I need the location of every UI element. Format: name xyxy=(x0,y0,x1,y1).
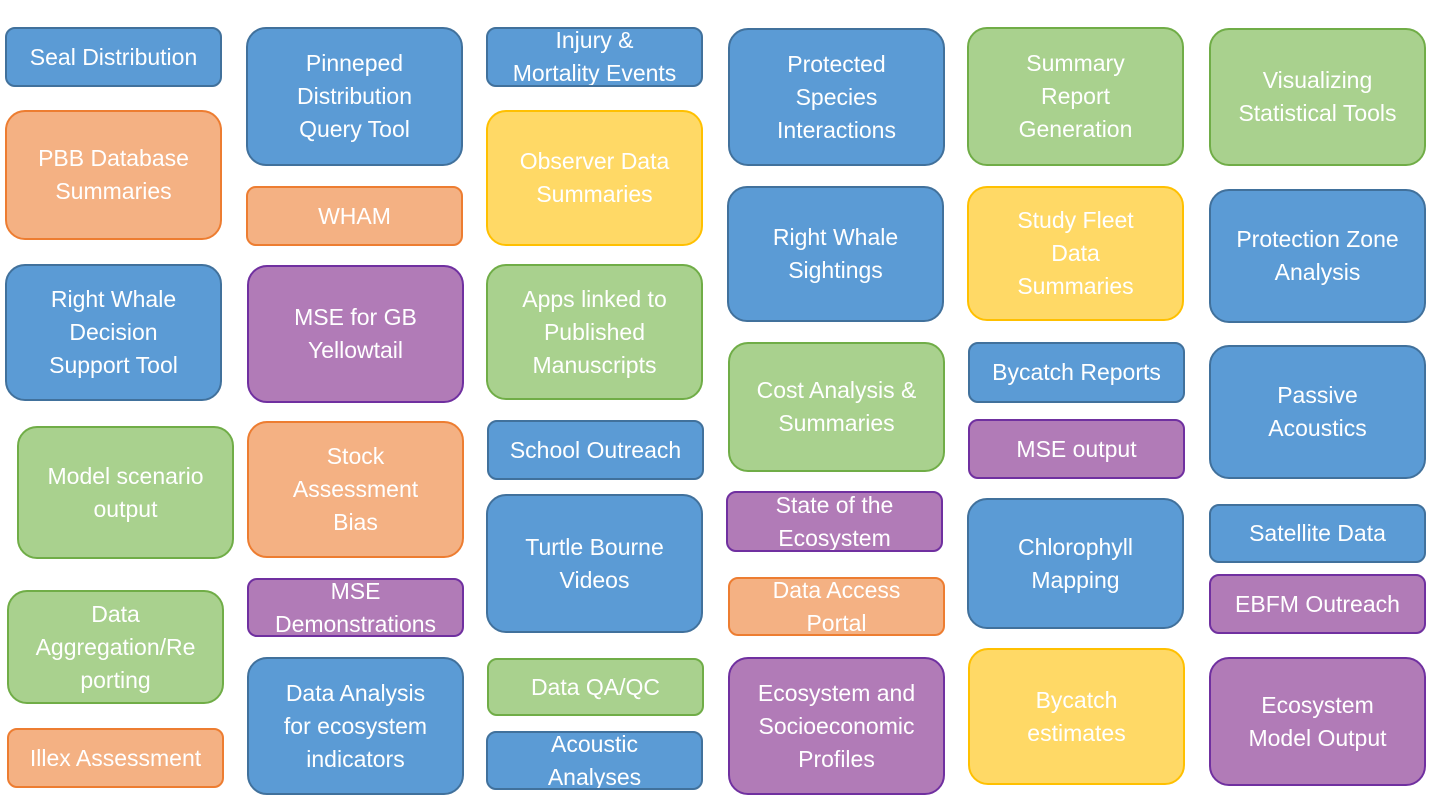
tile-data-access-portal: Data Access Portal xyxy=(728,577,945,636)
tile-school-outreach: School Outreach xyxy=(487,420,704,480)
tile-ebfm-outreach: EBFM Outreach xyxy=(1209,574,1426,634)
tile-model-scenario-output: Model scenario output xyxy=(17,426,234,559)
tile-visualizing-statistical-tools: Visualizing Statistical Tools xyxy=(1209,28,1426,166)
tile-mse-for-gb-yellowtail: MSE for GB Yellowtail xyxy=(247,265,464,403)
tile-turtle-bourne-videos: Turtle Bourne Videos xyxy=(486,494,703,633)
tile-data-qa-qc: Data QA/QC xyxy=(487,658,704,716)
tile-mse-demonstrations: MSE Demonstrations xyxy=(247,578,464,637)
tile-ecosystem-model-output: Ecosystem Model Output xyxy=(1209,657,1426,786)
tile-injury-mortality-events: Injury & Mortality Events xyxy=(486,27,703,87)
tile-data-aggregation-reporting: Data Aggregation/Re porting xyxy=(7,590,224,704)
tile-state-of-the-ecosystem: State of the Ecosystem xyxy=(726,491,943,552)
tile-mse-output: MSE output xyxy=(968,419,1185,479)
tile-right-whale-sightings: Right Whale Sightings xyxy=(727,186,944,322)
tile-wham: WHAM xyxy=(246,186,463,246)
tile-observer-data-summaries: Observer Data Summaries xyxy=(486,110,703,246)
tile-stock-assessment-bias: Stock Assessment Bias xyxy=(247,421,464,558)
tile-pbb-database-summaries: PBB Database Summaries xyxy=(5,110,222,240)
tile-protected-species-interactions: Protected Species Interactions xyxy=(728,28,945,166)
tile-pinneped-distribution-query-tool: Pinneped Distribution Query Tool xyxy=(246,27,463,166)
tile-seal-distribution: Seal Distribution xyxy=(5,27,222,87)
tile-acoustic-analyses: Acoustic Analyses xyxy=(486,731,703,790)
tile-chlorophyll-mapping: Chlorophyll Mapping xyxy=(967,498,1184,629)
tile-protection-zone-analysis: Protection Zone Analysis xyxy=(1209,189,1426,323)
tile-apps-linked-to-published-manuscripts: Apps linked to Published Manuscripts xyxy=(486,264,703,400)
tile-satellite-data: Satellite Data xyxy=(1209,504,1426,563)
tile-right-whale-decision-support-tool: Right Whale Decision Support Tool xyxy=(5,264,222,401)
tile-cost-analysis-summaries: Cost Analysis & Summaries xyxy=(728,342,945,472)
tile-bycatch-reports: Bycatch Reports xyxy=(968,342,1185,403)
tile-passive-acoustics: Passive Acoustics xyxy=(1209,345,1426,479)
tile-ecosystem-socioeconomic-profiles: Ecosystem and Socioeconomic Profiles xyxy=(728,657,945,795)
tile-summary-report-generation: Summary Report Generation xyxy=(967,27,1184,166)
tile-bycatch-estimates: Bycatch estimates xyxy=(968,648,1185,785)
tile-illex-assessment: Illex Assessment xyxy=(7,728,224,788)
tile-study-fleet-data-summaries: Study Fleet Data Summaries xyxy=(967,186,1184,321)
tile-data-analysis-ecosystem-indicators: Data Analysis for ecosystem indicators xyxy=(247,657,464,795)
